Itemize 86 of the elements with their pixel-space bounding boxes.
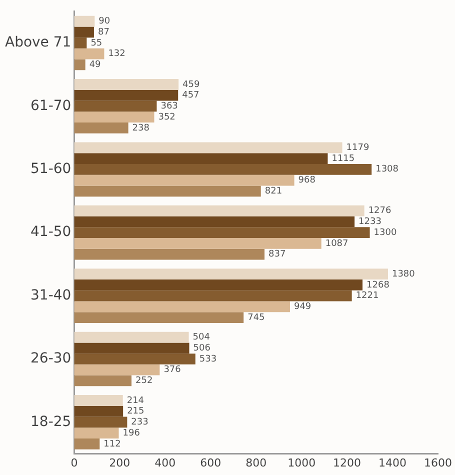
bar xyxy=(74,216,355,228)
data-label: 196 xyxy=(122,428,140,438)
data-label: 112 xyxy=(104,439,121,450)
bar xyxy=(74,174,294,186)
bar xyxy=(74,438,100,450)
data-label: 457 xyxy=(182,90,200,101)
x-tick-label: 0 xyxy=(70,456,78,470)
bar xyxy=(74,290,352,302)
bar xyxy=(74,142,342,154)
data-label: 214 xyxy=(126,396,144,406)
data-label: 363 xyxy=(160,102,178,112)
bar xyxy=(74,186,261,197)
x-tick-label: 1600 xyxy=(424,456,452,470)
y-tick-label: 18-25 xyxy=(30,414,72,430)
data-label: 1233 xyxy=(358,217,382,228)
x-tick-label: 1200 xyxy=(333,456,362,470)
y-tick-label: 41-50 xyxy=(30,224,72,240)
data-label: 49 xyxy=(89,60,102,70)
bar xyxy=(74,428,119,439)
data-label: 1268 xyxy=(366,280,390,290)
data-label: 55 xyxy=(90,38,102,48)
bar xyxy=(74,312,244,323)
bar xyxy=(74,375,132,386)
bar xyxy=(74,354,196,364)
data-label: 1087 xyxy=(325,238,348,249)
data-label: 1308 xyxy=(376,164,399,175)
data-label: 1300 xyxy=(374,228,397,238)
bar xyxy=(74,16,95,27)
data-label: 1221 xyxy=(356,291,379,302)
data-label: 745 xyxy=(248,312,265,323)
data-label: 1179 xyxy=(346,143,370,154)
bar xyxy=(74,205,364,216)
data-label: 252 xyxy=(135,376,153,386)
bar xyxy=(74,342,190,354)
bar xyxy=(74,395,123,406)
bar xyxy=(74,112,154,123)
data-label: 1276 xyxy=(368,206,392,216)
bar xyxy=(74,406,124,417)
data-label: 238 xyxy=(132,123,150,134)
y-tick-label: 51-60 xyxy=(30,161,72,178)
bar xyxy=(74,238,322,249)
x-tick-label: 800 xyxy=(246,456,267,470)
bar xyxy=(74,164,372,175)
bar xyxy=(74,90,178,101)
bar xyxy=(74,153,328,164)
data-label: 1115 xyxy=(332,154,355,164)
data-label: 459 xyxy=(182,80,200,90)
data-label: 132 xyxy=(108,49,126,60)
x-tick-label: 1000 xyxy=(288,456,316,470)
data-label: 352 xyxy=(158,112,176,122)
data-label: 215 xyxy=(127,406,144,417)
data-label: 90 xyxy=(98,16,110,27)
bar xyxy=(74,59,86,70)
bar xyxy=(74,227,370,238)
bar xyxy=(74,26,94,38)
bar xyxy=(74,279,363,290)
data-label: 968 xyxy=(298,176,316,186)
data-label: 821 xyxy=(264,186,282,196)
bar xyxy=(74,268,388,280)
data-label: 533 xyxy=(199,354,217,364)
bar xyxy=(74,301,290,312)
bar xyxy=(74,38,87,48)
y-tick-label: Above 71 xyxy=(4,34,72,51)
y-tick-label: 26-30 xyxy=(30,350,72,367)
x-tick-label: 400 xyxy=(154,456,176,470)
bar xyxy=(74,416,128,428)
bar xyxy=(74,248,265,260)
data-label: 87 xyxy=(98,27,110,38)
y-tick-label: 61-70 xyxy=(30,98,72,114)
bar xyxy=(74,100,157,112)
data-label: 1380 xyxy=(392,269,416,280)
bar xyxy=(74,332,189,343)
y-tick-label: 31-40 xyxy=(30,287,72,304)
bar xyxy=(74,79,179,90)
data-label: 949 xyxy=(294,302,312,312)
bar xyxy=(74,122,128,134)
data-label: 506 xyxy=(193,343,211,354)
data-label: 233 xyxy=(131,418,148,428)
x-tick-label: 200 xyxy=(109,456,130,470)
bar xyxy=(74,364,160,376)
data-label: 376 xyxy=(164,365,182,376)
data-label: 504 xyxy=(192,332,210,343)
x-tick-label: 1400 xyxy=(378,456,407,470)
x-tick-label: 600 xyxy=(200,456,222,470)
bar xyxy=(74,48,104,60)
data-label: 837 xyxy=(268,250,286,260)
